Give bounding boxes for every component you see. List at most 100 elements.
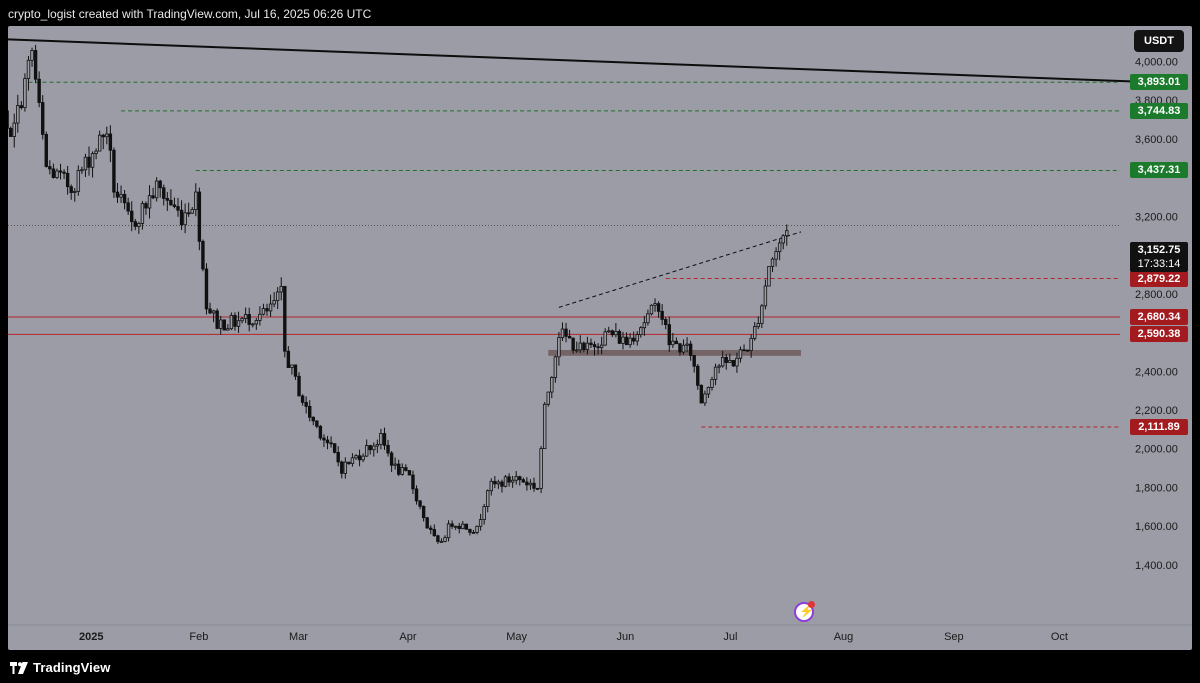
candle-body — [382, 433, 387, 446]
candle-body — [532, 482, 536, 489]
candle-body — [144, 203, 148, 209]
candle-body — [229, 314, 234, 330]
candle-body — [172, 204, 177, 207]
candle-body — [446, 523, 451, 539]
candle-body — [357, 455, 362, 461]
candle-body — [190, 209, 194, 214]
price-tag-389301: 3,893.01 — [1130, 74, 1188, 91]
quote-currency-badge[interactable]: USDT — [1134, 30, 1184, 52]
candle-body — [51, 168, 56, 179]
notification-dot — [808, 601, 815, 608]
candle-body — [254, 320, 259, 325]
candle-body — [486, 490, 490, 507]
candle-body — [507, 476, 511, 483]
candle-body — [130, 210, 134, 223]
candle-body — [65, 172, 70, 188]
candle-body — [671, 340, 675, 346]
price-tag-374483: 3,744.83 — [1130, 102, 1188, 119]
lightning-bolt-icon[interactable]: ⚡ — [794, 601, 815, 622]
candle-body — [664, 319, 668, 326]
candle-body — [646, 313, 650, 324]
footer-bar: TradingView — [0, 650, 1200, 683]
candle-body — [621, 336, 625, 344]
y-tick-label: 4,000.00 — [1135, 57, 1178, 69]
candle-body — [535, 487, 540, 490]
candle-body — [147, 195, 152, 209]
last-price-tag: 3,152.75 17:33:14 — [1130, 242, 1188, 272]
trendline-descending-resistance — [8, 38, 1168, 84]
candle-body — [297, 375, 301, 397]
candle-body — [261, 308, 266, 315]
x-tick-label: Jun — [617, 631, 635, 643]
candle-body — [688, 343, 693, 356]
candle-body — [421, 505, 426, 519]
candle-body — [389, 452, 394, 466]
candle-body — [308, 405, 312, 418]
candle-body — [542, 403, 547, 450]
candle-body — [471, 532, 476, 534]
candle-body — [603, 331, 607, 346]
candle-body — [735, 357, 739, 367]
candle-body — [521, 479, 526, 483]
candle-body — [87, 156, 91, 168]
candle-body — [692, 355, 696, 367]
candle-body — [770, 258, 775, 267]
candle-body — [720, 357, 725, 367]
candle-body — [176, 206, 180, 211]
candle-body — [322, 437, 326, 441]
candle-body — [347, 461, 351, 464]
candle-body — [55, 170, 59, 179]
candle-body — [785, 230, 789, 237]
candle-body — [37, 78, 41, 103]
support-zone — [548, 349, 801, 356]
candle-body — [564, 328, 568, 337]
candle-body — [706, 387, 711, 395]
candle-body — [364, 445, 369, 457]
candle-body — [753, 326, 757, 339]
candle-body — [101, 134, 105, 138]
candle-body — [478, 519, 483, 527]
price-chart[interactable]: 4,000.003,800.003,600.003,200.003,000.00… — [8, 26, 1192, 650]
candle-body — [215, 310, 219, 329]
candle-body — [696, 365, 700, 386]
candle-body — [503, 476, 508, 487]
chart-area[interactable]: 4,000.003,800.003,600.003,200.003,000.00… — [8, 26, 1192, 650]
x-tick-label: May — [506, 631, 527, 643]
candle-body — [272, 300, 276, 305]
candle-body — [197, 191, 202, 242]
candle-body — [642, 322, 647, 329]
tradingview-logo[interactable]: TradingView — [10, 660, 110, 675]
candle-body — [375, 444, 380, 447]
y-tick-label: 1,400.00 — [1135, 560, 1178, 572]
tradingview-logo-icon — [10, 661, 28, 674]
x-tick-label: Aug — [834, 631, 854, 643]
x-tick-label: Feb — [189, 631, 208, 643]
candle-body — [553, 356, 558, 378]
candle-body — [781, 235, 785, 244]
candle-body — [639, 327, 643, 336]
last-price-value: 3,152.75 — [1137, 244, 1181, 256]
candle-body — [429, 527, 433, 530]
candle-body — [26, 59, 31, 79]
candle-body — [550, 377, 554, 393]
candle-body — [745, 349, 750, 352]
x-tick-label: Mar — [289, 631, 308, 643]
candle-body — [201, 240, 205, 270]
candle-body — [575, 349, 579, 352]
candle-body — [489, 480, 493, 492]
candle-body — [165, 198, 170, 201]
candle-body — [567, 335, 572, 339]
candle-body — [361, 455, 365, 461]
candle-body — [283, 285, 287, 352]
candle-body — [208, 308, 212, 314]
candle-body — [23, 78, 27, 109]
candle-body — [617, 330, 622, 344]
candle-body — [275, 291, 280, 301]
candle-body — [44, 134, 48, 167]
candle-body — [610, 330, 615, 336]
candle-body — [94, 150, 98, 154]
candle-body — [496, 481, 501, 485]
candle-body — [436, 535, 440, 542]
candle-body — [635, 334, 639, 342]
candle-body — [585, 342, 590, 350]
